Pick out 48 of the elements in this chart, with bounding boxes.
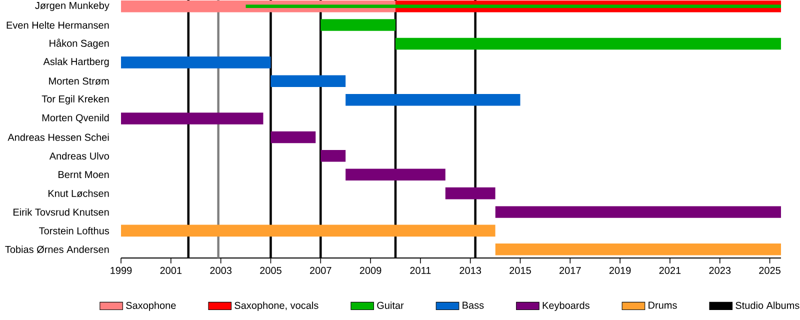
y-tick-label: Andreas Ulvo [49,152,109,160]
y-tick-label: Morten Qvenild [42,114,109,124]
bar [270,131,316,144]
x-tick-label: 2017 [560,266,581,274]
x-tick-label: 2023 [709,266,731,274]
y-tick-label: Bernt Moen [58,171,109,178]
x-tick-label: 2001 [160,266,182,274]
y-tick-label: Knut Løchsen [48,190,109,198]
x-tick-label: 2011 [410,266,431,274]
x-tick-label: 2019 [609,266,631,274]
x-tick-label: 2013 [460,266,482,274]
x-tick-label: 2015 [510,266,531,274]
y-tick-label: Jørgen Munkeby [35,2,110,12]
y-tick-label: Torstein Lofthus [39,227,110,234]
bar [346,168,446,180]
legend-label: Studio Albums [736,302,800,309]
y-tick-label: Tobias Ørnes Andersen [5,246,109,254]
bar [395,38,781,50]
x-tick-label: 2009 [360,266,382,274]
x-tick-label: 2005 [260,266,282,274]
bar [121,112,264,124]
x-tick-label: 2021 [659,266,681,274]
y-tick-label: Eirik Tovsrud Knutsen [14,208,109,216]
legend-label: Saxophone, vocals [234,302,318,311]
legend-label: Keyboards [542,302,590,311]
legend-label: Drums [648,302,677,309]
bar [346,94,520,106]
bar [121,56,271,68]
y-tick-label: Aslak Hartberg [43,58,109,68]
bar [121,224,496,237]
bar [270,75,346,88]
legend-label: Saxophone [126,302,176,311]
x-tick-label: 2025 [759,266,780,274]
y-tick-label: Even Helte Hermansen [6,21,109,29]
bar [445,187,496,200]
y-tick-label: Tor Egil Kreken [42,95,109,104]
y-tick-label: Morten Strøm [49,78,109,85]
bar [320,19,396,31]
legend-label: Bass [462,302,484,309]
x-tick-label: 1999 [110,266,132,274]
y-tick-label: Håkon Sagen [50,38,109,49]
bar [320,150,346,162]
bar [495,206,781,218]
bar [495,244,781,256]
x-tick-label: 2003 [210,266,232,274]
legend-label: Guitar [377,302,404,309]
x-tick-label: 2007 [310,266,332,274]
y-tick-label: Andreas Hessen Schei [8,134,109,141]
